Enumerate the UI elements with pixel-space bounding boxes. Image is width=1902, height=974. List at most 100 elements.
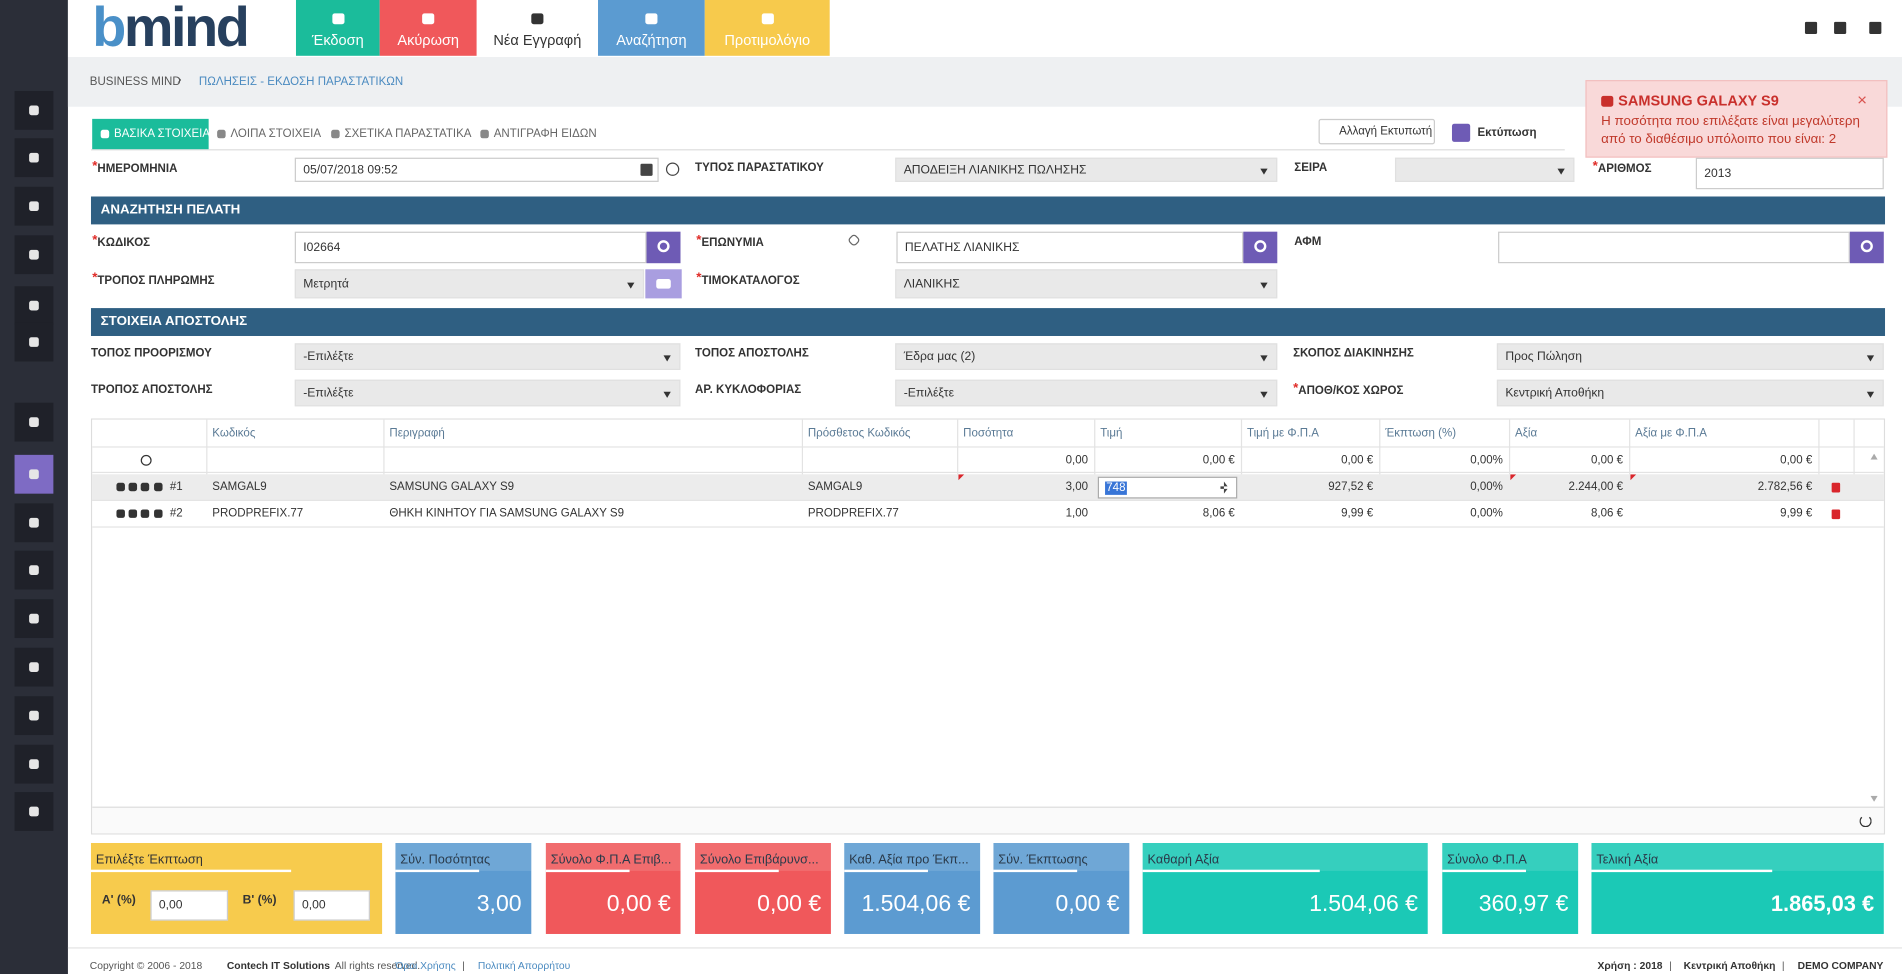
field-label: *ΚΩΔΙΚΟΣ <box>92 233 150 250</box>
grid-cell: 0,00% <box>1470 480 1503 494</box>
input[interactable]: ΠΕΛΑΤΗΣ ΛΙΑΝΙΚΗΣ <box>896 231 1244 264</box>
total-header <box>1442 843 1579 871</box>
search-button[interactable] <box>646 231 681 264</box>
column-header: Τιμή <box>1100 426 1123 440</box>
toolbar-button-label: Έκδοση <box>311 31 364 49</box>
toolbar-button[interactable]: Έκδοση <box>295 0 380 56</box>
sidebar-item[interactable] <box>14 235 54 275</box>
underline <box>844 869 928 873</box>
sidebar-item[interactable] <box>14 322 54 362</box>
breadcrumb-item[interactable]: ΠΩΛΗΣΕΙΣ - ΕΚΔΟΣΗ ΠΑΡΑΣΤΑΤΙΚΩΝ <box>198 75 404 89</box>
input[interactable] <box>1498 231 1850 264</box>
toolbar-button[interactable]: Προτιμολόγιο <box>704 0 830 56</box>
grid-header-row: Κωδικός Περιγραφή Πρόσθετος Κωδικός Ποσότητ… <box>92 419 1884 448</box>
field-label-text: ΤΟΠΟΣ ΑΠΟΣΤΟΛΗΣ <box>695 346 809 361</box>
total-label: Σύν. Έκπτωσης <box>998 852 1088 868</box>
toolbar-button[interactable]: Ακύρωση <box>379 0 477 56</box>
toolbar-button-label: Ακύρωση <box>397 31 460 49</box>
top-icon[interactable] <box>1804 21 1819 36</box>
select[interactable]: ΛΙΑΝΙΚΗΣ <box>895 269 1278 299</box>
sidebar-item[interactable] <box>14 454 54 494</box>
sidebar-item[interactable] <box>14 744 54 784</box>
top-icon[interactable] <box>1868 21 1883 36</box>
breadcrumb-sep: › <box>177 72 182 88</box>
grid-row: #1 SAMGAL9 SAMSUNG GALAXY S9 SAMGAL9 3,00 748… <box>92 474 1884 501</box>
icon <box>29 759 39 770</box>
field-label-text: ΗΜΕΡΟΜΗΝΙΑ <box>97 162 178 176</box>
select[interactable]: -Επιλέξτε <box>294 343 681 370</box>
search-button[interactable] <box>1243 231 1278 264</box>
payment-button[interactable] <box>645 269 682 299</box>
alert-close[interactable]: × <box>1857 89 1868 110</box>
footer-text[interactable]: Πολιτική Απορρήτου <box>477 959 571 972</box>
column-header: Αξία <box>1515 426 1538 440</box>
delete-icon[interactable] <box>1831 482 1841 493</box>
icon <box>100 129 110 139</box>
search-button[interactable] <box>1849 231 1884 264</box>
select[interactable]: -Επιλέξτε <box>294 379 681 407</box>
top-icon[interactable] <box>1833 21 1848 36</box>
logo-mind: mind <box>123 0 250 59</box>
toolbar-button[interactable]: Νέα Εγγραφή <box>476 0 599 56</box>
delete-icon[interactable] <box>1831 509 1841 520</box>
column-header: Τιμή με Φ.Π.Α <box>1246 426 1319 440</box>
selected-text: 748 <box>1105 480 1127 495</box>
input[interactable]: 2013 <box>1695 157 1884 190</box>
price-editor[interactable]: 748 <box>1097 476 1238 499</box>
printer-change-button[interactable]: Αλλαγή Εκτυπωτή <box>1318 118 1435 145</box>
sidebar-item[interactable] <box>14 138 54 178</box>
icon <box>29 613 39 624</box>
sidebar-item[interactable] <box>14 503 54 543</box>
total-header <box>545 843 681 871</box>
field-value: 05/07/2018 09:52 <box>303 163 398 177</box>
sidebar-item[interactable] <box>14 647 54 687</box>
select[interactable]: Κεντρική Αποθήκη <box>1496 379 1884 407</box>
required-mark: * <box>1293 380 1299 396</box>
field-label-text: ΑΡΙΘΜΟΣ <box>1597 162 1652 176</box>
tab[interactable]: ΣΧΕΤΙΚΑ ΠΑΡΑΣΤΑΤΙΚΑ <box>323 119 472 149</box>
sidebar-item[interactable] <box>14 186 54 226</box>
select[interactable]: -Επιλέξτε <box>895 379 1278 407</box>
select[interactable]: Έδρα μας (2) <box>895 343 1278 370</box>
refresh-button[interactable] <box>1859 815 1872 828</box>
tab[interactable]: ΑΝΤΙΓΡΑΦΗ ΕΙΔΩΝ <box>472 119 605 149</box>
footer-text: Χρήση : 2018 <box>1597 959 1663 972</box>
tab[interactable]: ΒΑΣΙΚΑ ΣΤΟΙΧΕΙΑ <box>92 118 210 150</box>
input[interactable]: I02664 <box>294 231 647 264</box>
select[interactable]: ΑΠΟΔΕΙΞΗ ΛΙΑΝΙΚΗΣ ΠΩΛΗΣΗΣ <box>895 157 1278 182</box>
sidebar-item[interactable] <box>14 599 54 639</box>
input[interactable]: 05/07/2018 09:52 <box>294 157 659 182</box>
discount-a-input[interactable]: 0,00 <box>150 890 229 921</box>
print-checkbox[interactable] <box>1451 123 1471 142</box>
underline <box>1442 869 1526 873</box>
total-box: Καθ. Αξία προ Έκπ... 1.504,06 € <box>844 843 981 934</box>
discount-b-input[interactable]: 0,00 <box>293 890 370 921</box>
search-icon <box>1254 240 1267 253</box>
total-header <box>844 843 981 871</box>
filter-search-icon <box>140 454 152 466</box>
total-label: Καθ. Αξία προ Έκπ... <box>849 852 969 868</box>
sidebar-item[interactable] <box>14 696 54 736</box>
field-label: ΤΡΟΠΟΣ ΑΠΟΣΤΟΛΗΣ <box>91 383 213 396</box>
sidebar-item[interactable] <box>14 402 54 442</box>
select[interactable] <box>1394 157 1575 182</box>
sidebar-item[interactable] <box>14 90 54 130</box>
select[interactable]: Προς Πώληση <box>1496 343 1884 370</box>
field-label-text: ΑΦΜ <box>1294 235 1322 249</box>
sidebar-item[interactable] <box>14 550 54 590</box>
grid-cell: PRODPREFIX.77 <box>807 507 899 521</box>
toolbar-button[interactable]: Αναζήτηση <box>598 0 705 56</box>
icon <box>140 482 150 492</box>
tab[interactable]: ΛΟΙΠΑ ΣΤΟΙΧΕΙΑ <box>209 119 323 149</box>
required-mark: * <box>696 270 702 286</box>
sidebar-item[interactable] <box>14 286 54 326</box>
total-header <box>1591 843 1884 871</box>
grid-footer <box>92 806 1884 834</box>
sidebar-item[interactable] <box>14 792 54 831</box>
grid-filter-row: 0,00 0,00 € 0,00 € 0,00% 0,00 € 0,00 € <box>92 448 1884 474</box>
select[interactable]: Μετρητά <box>294 269 645 299</box>
tabs-line <box>90 149 1565 151</box>
footer-text[interactable]: Όροι Χρήσης <box>395 959 456 972</box>
clock-icon[interactable] <box>665 162 680 176</box>
